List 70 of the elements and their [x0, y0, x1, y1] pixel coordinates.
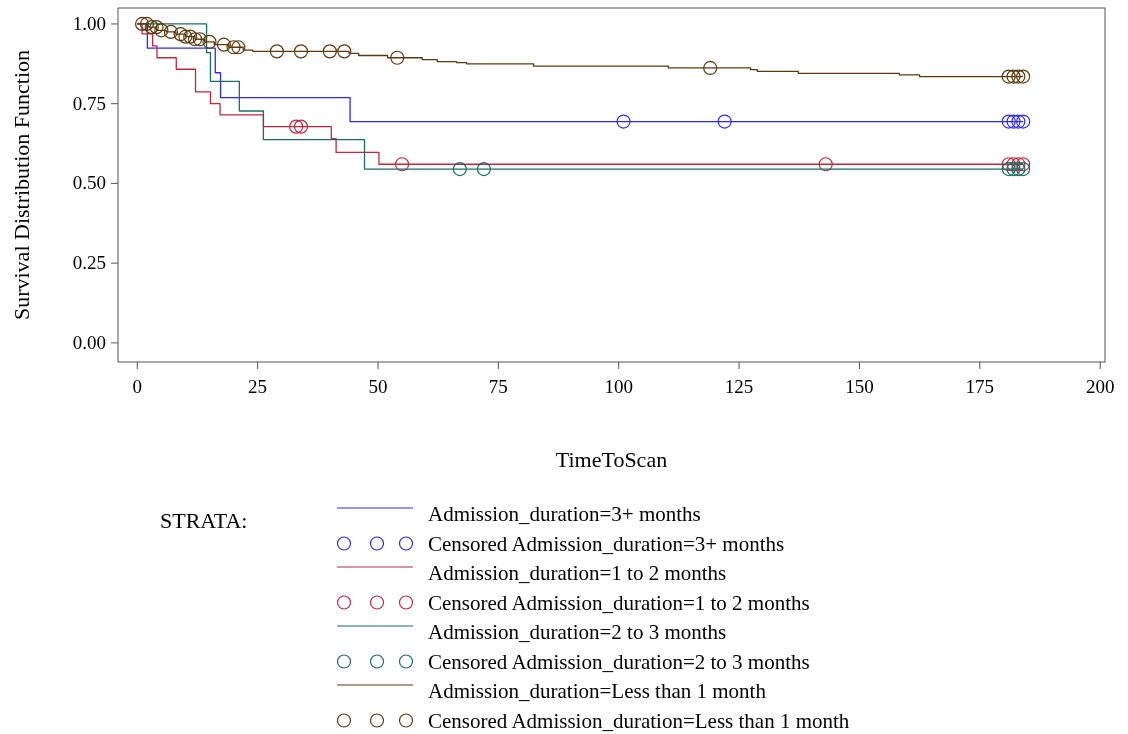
y-tick-label: 0.00	[72, 331, 106, 353]
legend-label: Censored Admission_duration=3+ months	[428, 531, 785, 556]
point	[149, 20, 164, 35]
x-tick-label: 150	[845, 376, 874, 397]
legend-label: Censored Admission_duration=1 to 2 months	[428, 590, 810, 615]
x-tick-label: 50	[368, 376, 388, 397]
point	[1011, 69, 1026, 84]
y-tick-label: 0.50	[72, 172, 106, 194]
x-tick-label: 200	[1085, 376, 1115, 397]
point	[818, 157, 833, 172]
point	[1006, 157, 1021, 172]
point	[226, 40, 241, 55]
point	[1001, 114, 1016, 129]
x-tick-label: 125	[724, 376, 754, 397]
point	[1016, 69, 1031, 84]
point	[202, 34, 217, 49]
point	[337, 44, 352, 59]
point	[269, 44, 284, 59]
legend-label: Admission_duration=Less than 1 month	[428, 679, 767, 703]
x-tick-label: 100	[604, 376, 633, 397]
legend-label: Admission_duration=2 to 3 months	[428, 620, 727, 644]
point	[1016, 161, 1031, 177]
x-tick-label: 175	[965, 376, 995, 397]
point	[1001, 161, 1016, 177]
point	[1016, 114, 1031, 129]
x-tick-label: 25	[248, 376, 268, 397]
point	[192, 32, 207, 47]
point	[134, 16, 150, 32]
point	[1011, 157, 1026, 172]
point	[717, 114, 732, 129]
x-axis-title: TimeToScan	[555, 447, 668, 472]
point	[1006, 161, 1021, 177]
point	[154, 23, 169, 38]
point	[476, 161, 492, 177]
point	[1006, 69, 1021, 84]
point	[139, 16, 154, 32]
point	[322, 44, 337, 59]
point	[178, 29, 193, 44]
point	[703, 60, 718, 76]
point	[187, 32, 203, 47]
point	[616, 114, 631, 129]
point	[163, 24, 179, 40]
y-axis-title: Survival Distribution Function	[9, 49, 34, 321]
legend-label: Admission_duration=3+ months	[428, 502, 701, 526]
point	[293, 119, 309, 134]
legend-label: Censored Admission_duration=Less than 1 month	[428, 708, 850, 733]
legend-label: Admission_duration=1 to 2 months	[428, 561, 727, 585]
point	[1016, 157, 1031, 172]
point	[216, 37, 232, 52]
y-tick-label: 1.00	[72, 12, 106, 34]
x-tick-label: 0	[132, 376, 143, 397]
point	[1001, 69, 1016, 84]
legend-label: Censored Admission_duration=2 to 3 months	[428, 649, 810, 674]
point	[452, 161, 467, 177]
point	[1011, 161, 1026, 177]
y-tick-label: 0.25	[72, 252, 106, 274]
point	[1006, 114, 1021, 129]
point	[390, 50, 405, 65]
point	[293, 44, 309, 59]
point	[1011, 114, 1026, 129]
point	[231, 40, 246, 55]
point	[144, 20, 159, 35]
point	[289, 119, 304, 134]
point	[1001, 157, 1016, 172]
x-tick-label: 75	[488, 376, 508, 397]
point	[394, 157, 410, 172]
legend-title: STRATA:	[160, 508, 248, 533]
y-tick-label: 0.75	[72, 92, 106, 114]
point	[183, 29, 198, 44]
point	[173, 27, 188, 42]
